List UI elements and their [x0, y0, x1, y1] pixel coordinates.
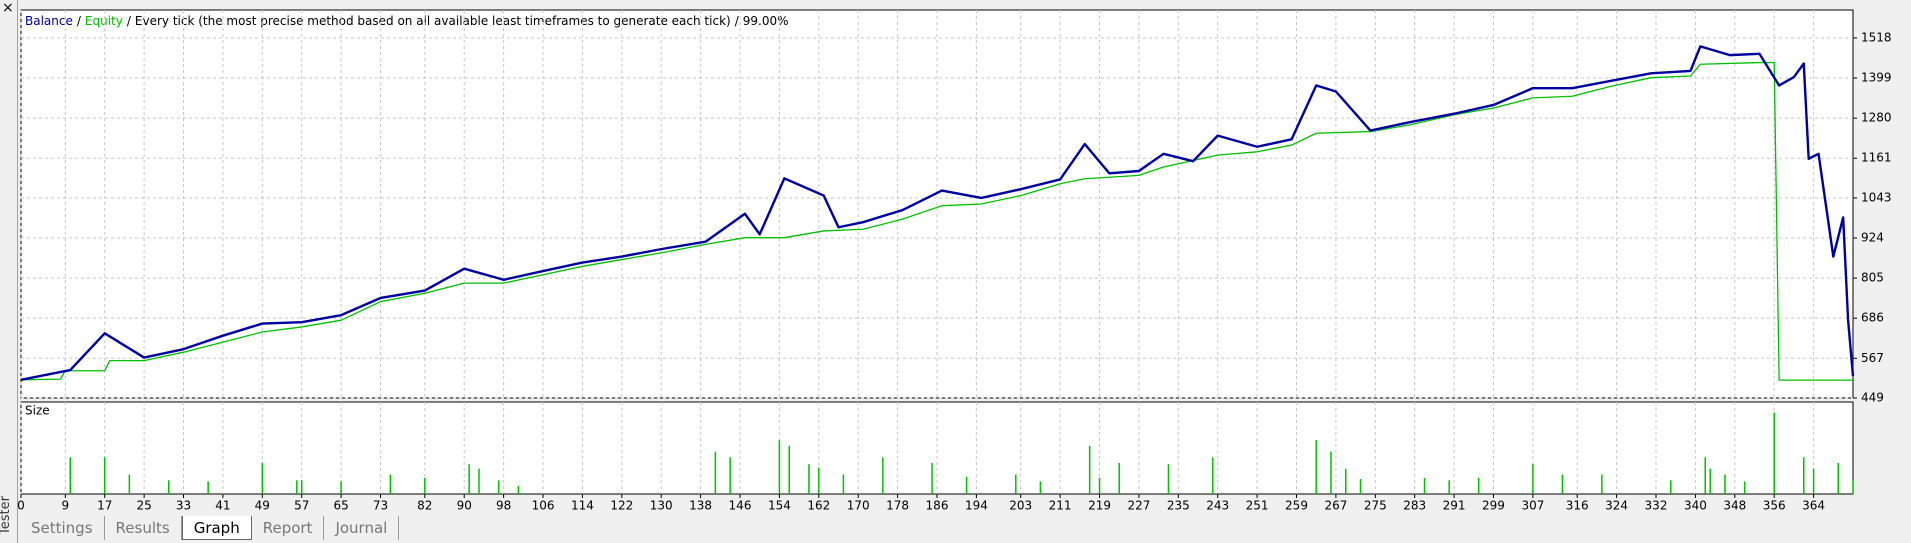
x-tick-label: 348: [1723, 499, 1746, 513]
separator: /: [77, 14, 82, 28]
x-tick-label: 364: [1802, 499, 1825, 513]
x-tick-label: 162: [807, 499, 830, 513]
y-tick-label: 1043: [1861, 190, 1892, 204]
separator: /: [127, 14, 132, 28]
y-tick-label: 1161: [1861, 151, 1892, 165]
series-line: [20, 45, 1855, 381]
x-tick-label: 267: [1324, 499, 1347, 513]
series-line: [20, 61, 1853, 381]
x-tick-label: 235: [1167, 499, 1190, 513]
x-tick-label: 170: [847, 499, 870, 513]
x-tick-label: 178: [886, 499, 909, 513]
x-tick-label: 57: [294, 499, 309, 513]
legend-balance: Balance: [25, 14, 73, 28]
legend-equity: Equity: [85, 14, 123, 28]
x-tick-label: 211: [1049, 499, 1072, 513]
tab-bar: Settings Results Graph Report Journal: [20, 516, 400, 540]
x-tick-label: 130: [650, 499, 673, 513]
x-tick-label: 299: [1482, 499, 1505, 513]
x-tick-label: 219: [1088, 499, 1111, 513]
y-tick-label: 1518: [1861, 30, 1892, 44]
x-tick-label: 251: [1246, 499, 1269, 513]
separator: /: [735, 14, 740, 28]
x-tick-label: 356: [1763, 499, 1786, 513]
size-panel: [20, 401, 1854, 495]
x-tick-label: 283: [1403, 499, 1426, 513]
x-tick-label: 194: [965, 499, 988, 513]
tab[interactable]: Graph: [181, 516, 252, 540]
x-tick-label: 324: [1605, 499, 1628, 513]
model-quality: 99.00%: [743, 14, 789, 28]
test-mode: Every tick (the most precise method base…: [135, 14, 731, 28]
x-tick-label: 33: [176, 499, 191, 513]
x-tick-label: 73: [373, 499, 388, 513]
x-tick-label: 307: [1521, 499, 1544, 513]
x-tick-label: 146: [729, 499, 752, 513]
tab[interactable]: Results: [105, 516, 182, 540]
x-tick-label: 82: [417, 499, 432, 513]
x-tick-label: 17: [97, 499, 112, 513]
side-strip: × Tester: [0, 0, 18, 543]
tab[interactable]: Journal: [324, 516, 400, 540]
x-tick-label: 0: [17, 499, 25, 513]
tab[interactable]: Report: [252, 516, 325, 540]
x-tick-label: 332: [1645, 499, 1668, 513]
x-tick-label: 186: [926, 499, 949, 513]
y-tick-label: 567: [1861, 351, 1884, 365]
x-tick-label: 98: [496, 499, 511, 513]
x-tick-label: 9: [62, 499, 70, 513]
y-tick-label: 449: [1861, 391, 1884, 405]
x-tick-label: 49: [255, 499, 270, 513]
x-tick-label: 41: [215, 499, 230, 513]
x-tick-label: 25: [136, 499, 151, 513]
x-tick-label: 138: [689, 499, 712, 513]
tab[interactable]: Settings: [20, 516, 105, 540]
x-tick-label: 203: [1009, 499, 1032, 513]
x-tick-label: 114: [571, 499, 594, 513]
x-tick-label: 154: [768, 499, 791, 513]
x-tick-label: 340: [1684, 499, 1707, 513]
chart: Balance / Equity / Every tick (the most prec…: [17, 9, 1892, 513]
x-tick-label: 122: [610, 499, 633, 513]
y-tick-label: 686: [1861, 311, 1884, 325]
size-title: Size: [25, 404, 50, 418]
x-tick-label: 291: [1443, 499, 1466, 513]
x-tick-label: 106: [532, 499, 555, 513]
x-tick-label: 227: [1127, 499, 1150, 513]
close-button[interactable]: ×: [2, 0, 14, 16]
x-tick-label: 259: [1285, 499, 1308, 513]
x-tick-label: 65: [333, 499, 348, 513]
x-tick-label: 316: [1566, 499, 1589, 513]
y-tick-label: 805: [1861, 271, 1884, 285]
chart-header: Balance / Equity / Every tick (the most prec…: [25, 14, 789, 28]
y-tick-label: 1399: [1861, 71, 1892, 85]
y-tick-label: 1280: [1861, 111, 1892, 125]
x-tick-label: 243: [1206, 499, 1229, 513]
x-tick-label: 275: [1364, 499, 1387, 513]
x-tick-label: 90: [457, 499, 472, 513]
y-tick-label: 924: [1861, 231, 1884, 245]
